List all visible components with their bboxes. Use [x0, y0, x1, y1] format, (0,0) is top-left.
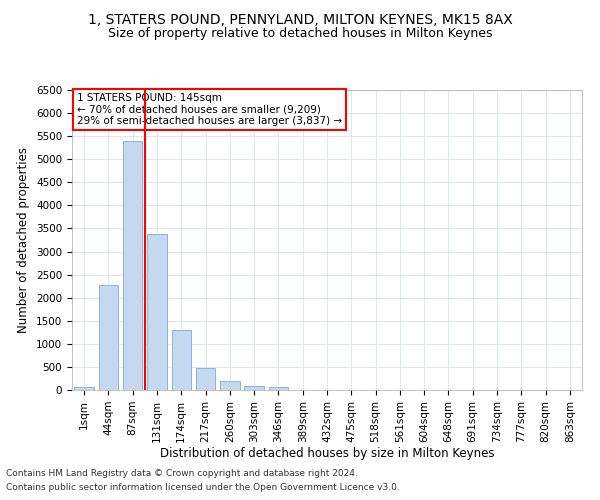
Text: Size of property relative to detached houses in Milton Keynes: Size of property relative to detached ho…: [108, 28, 492, 40]
Bar: [172, 330, 191, 390]
Bar: [244, 386, 264, 390]
Bar: [74, 386, 94, 390]
Bar: [196, 368, 215, 390]
Bar: [99, 285, 118, 390]
Text: 1, STATERS POUND, PENNYLAND, MILTON KEYNES, MK15 8AX: 1, STATERS POUND, PENNYLAND, MILTON KEYN…: [88, 12, 512, 26]
Text: Contains public sector information licensed under the Open Government Licence v3: Contains public sector information licen…: [6, 484, 400, 492]
X-axis label: Distribution of detached houses by size in Milton Keynes: Distribution of detached houses by size …: [160, 448, 494, 460]
Text: 1 STATERS POUND: 145sqm
← 70% of detached houses are smaller (9,209)
29% of semi: 1 STATERS POUND: 145sqm ← 70% of detache…: [77, 93, 342, 126]
Bar: [269, 387, 288, 390]
Y-axis label: Number of detached properties: Number of detached properties: [17, 147, 31, 333]
Bar: [147, 234, 167, 390]
Text: Contains HM Land Registry data © Crown copyright and database right 2024.: Contains HM Land Registry data © Crown c…: [6, 468, 358, 477]
Bar: [123, 141, 142, 390]
Bar: [220, 382, 239, 390]
